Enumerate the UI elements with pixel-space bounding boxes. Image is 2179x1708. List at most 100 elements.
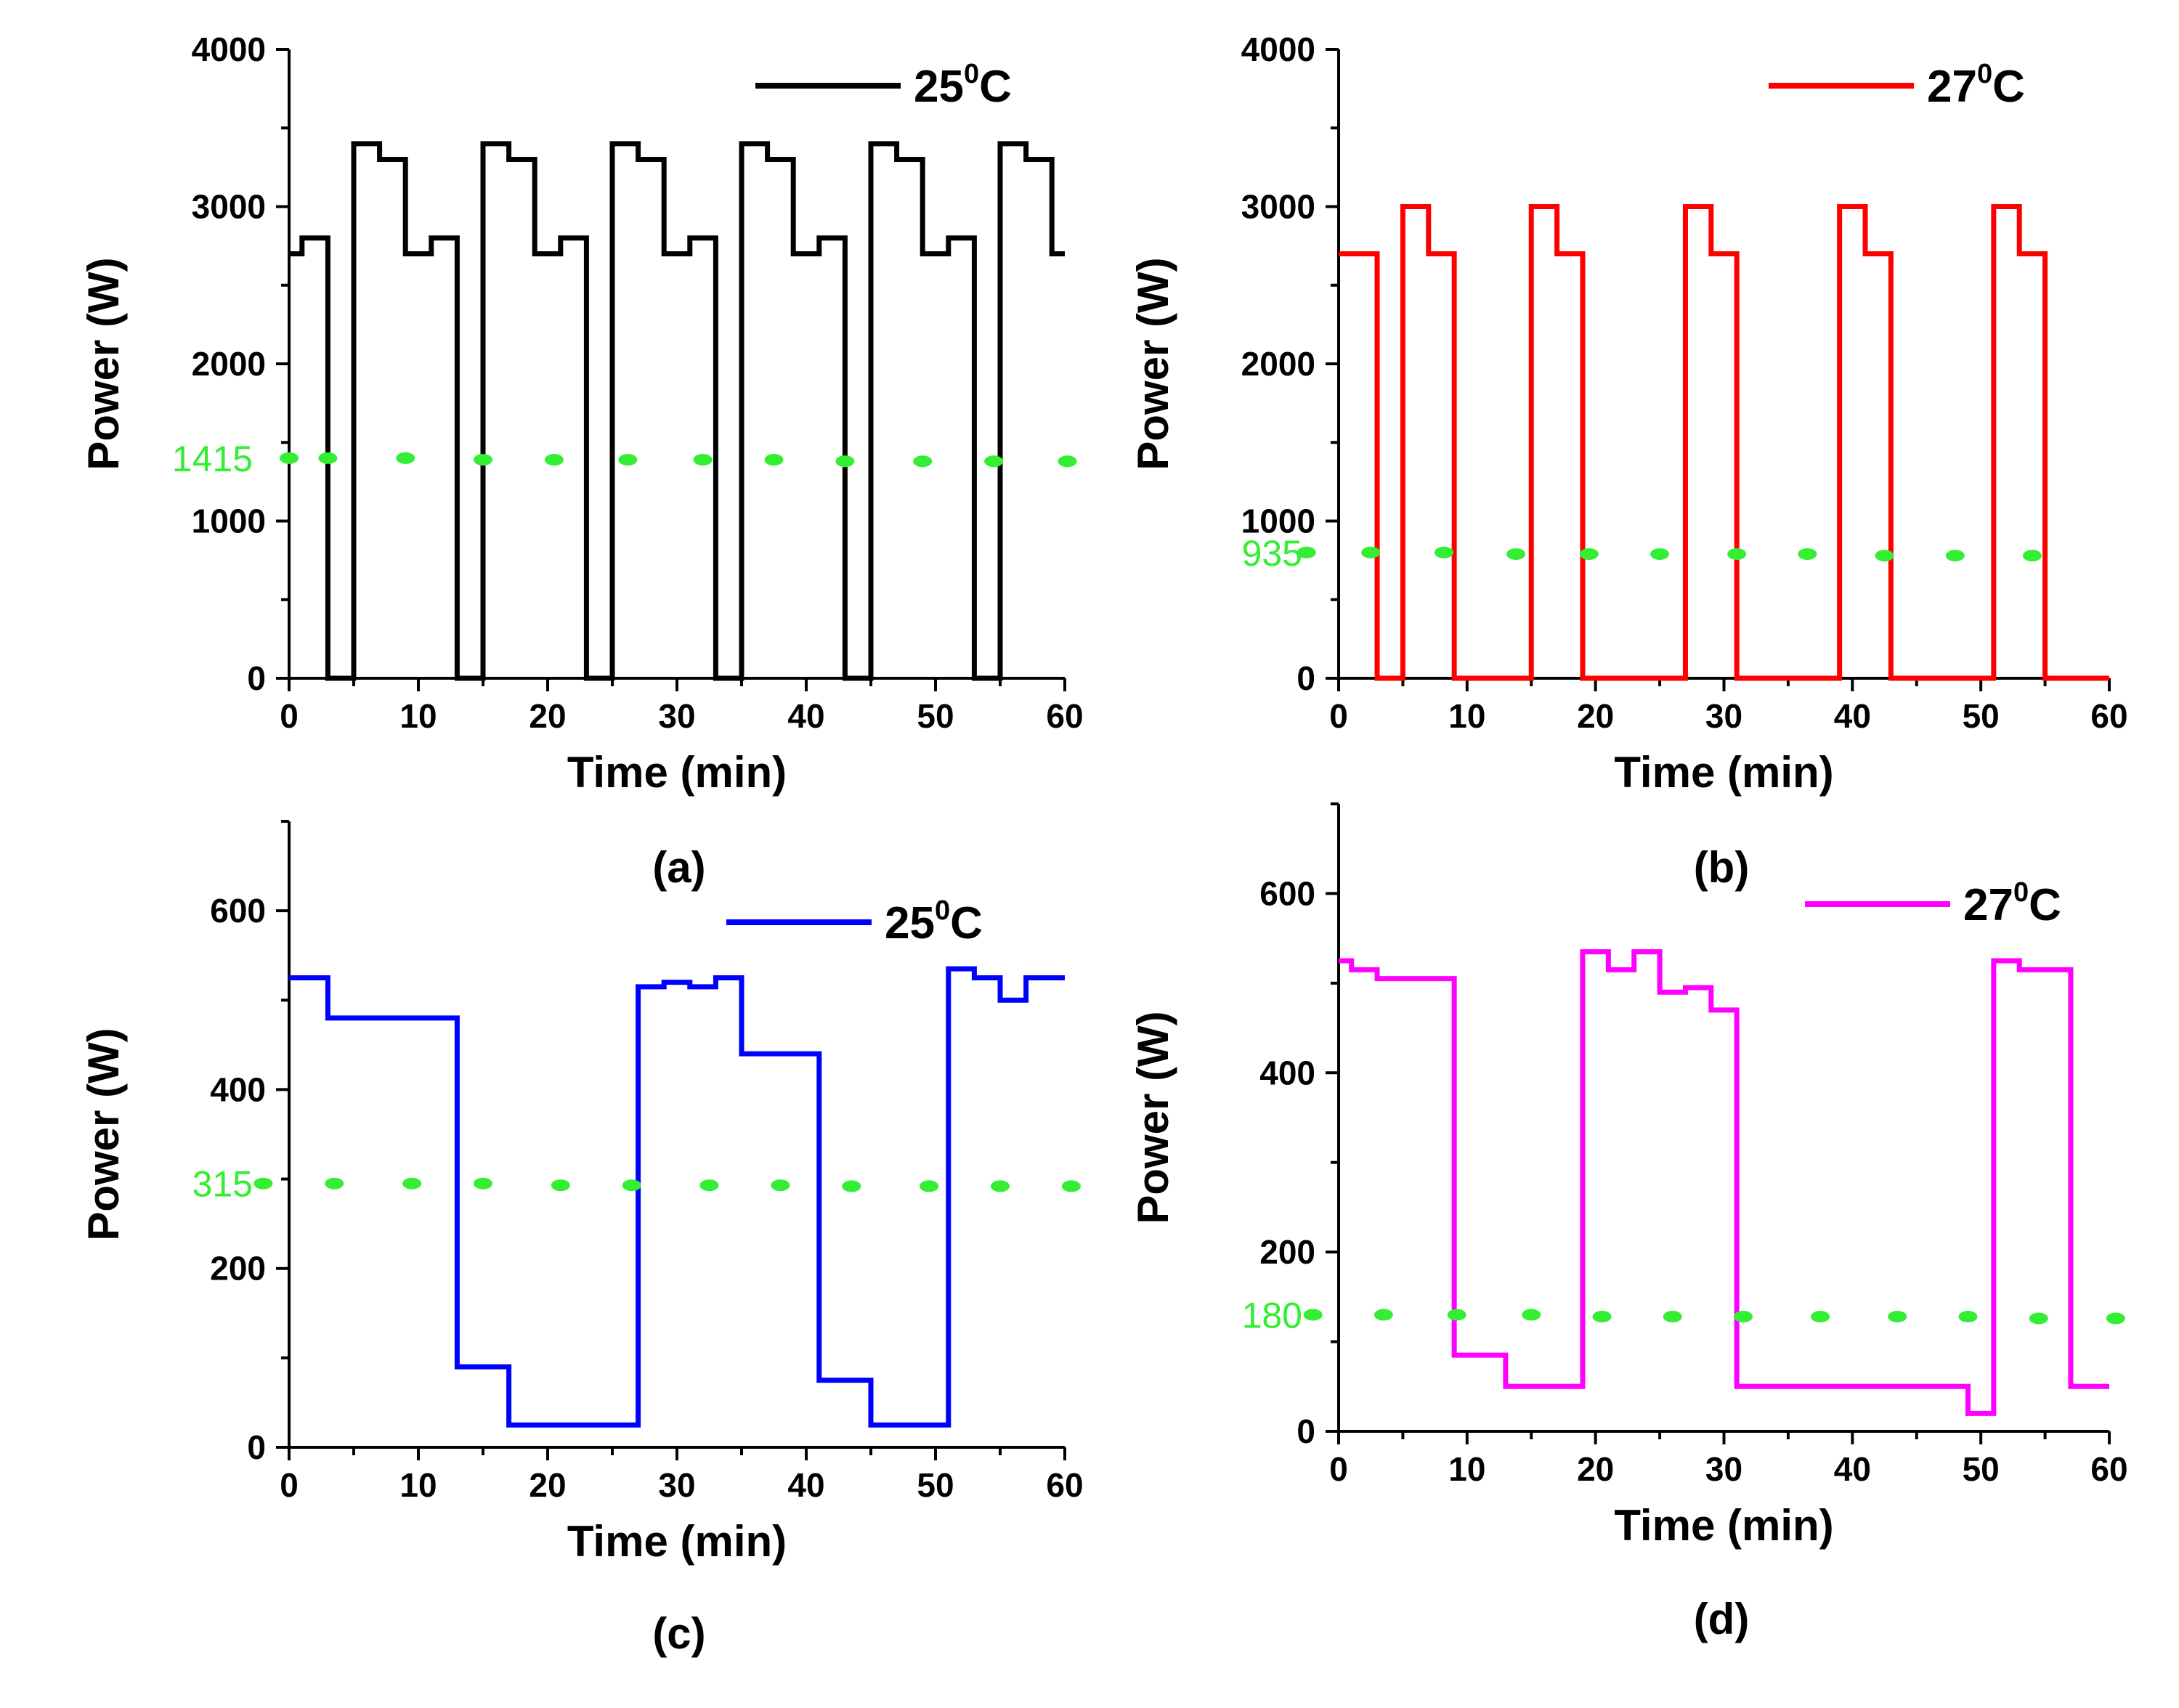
x-tick-label: 0 — [1329, 1450, 1348, 1488]
average-marker — [1373, 1309, 1393, 1321]
average-marker — [2029, 1312, 2048, 1325]
y-tick-label: 4000 — [192, 30, 266, 68]
x-tick-label: 40 — [787, 697, 824, 735]
average-marker — [280, 452, 299, 464]
average-marker — [618, 454, 638, 466]
x-tick-label: 30 — [1705, 1450, 1742, 1488]
average-marker — [991, 1180, 1010, 1192]
average-marker — [544, 454, 564, 466]
average-marker — [1945, 550, 1965, 562]
x-tick-label: 60 — [2090, 697, 2127, 735]
x-tick-label: 60 — [2090, 1450, 2127, 1488]
y-axis-title: Power (W) — [79, 1028, 128, 1240]
y-tick-label: 0 — [1297, 659, 1315, 697]
legend-label: 250C — [885, 895, 983, 948]
x-tick-label: 10 — [1448, 1450, 1485, 1488]
y-axis-title: Power (W) — [1129, 257, 1177, 470]
x-tick-label: 10 — [1448, 697, 1485, 735]
series-line — [289, 141, 1065, 681]
x-tick-label: 10 — [399, 1466, 437, 1504]
legend-label: 250C — [914, 59, 1012, 112]
legend: 250C — [755, 59, 1012, 112]
y-tick-label: 1000 — [1241, 503, 1315, 540]
x-axis-title: Time (min) — [1614, 1501, 1833, 1550]
average-marker — [1435, 546, 1454, 558]
x-axis-title: Time (min) — [567, 1517, 787, 1566]
average-marker — [253, 1177, 273, 1190]
y-tick-label: 400 — [1259, 1054, 1315, 1091]
x-tick-label: 0 — [280, 1466, 299, 1504]
x-tick-label: 40 — [787, 1466, 824, 1504]
average-marker — [1297, 546, 1316, 558]
average-marker — [1734, 1311, 1753, 1323]
average-marker — [1663, 1311, 1682, 1323]
y-tick-label: 200 — [210, 1250, 266, 1288]
average-marker — [699, 1179, 719, 1192]
x-tick-label: 50 — [1963, 1450, 2000, 1488]
average-marker — [474, 1177, 492, 1190]
series-line — [289, 966, 1065, 1428]
average-label: 935 — [1242, 533, 1302, 574]
y-tick-label: 0 — [247, 1428, 266, 1466]
y-tick-label: 600 — [210, 892, 266, 930]
average-marker — [771, 1179, 790, 1192]
y-tick-label: 200 — [1259, 1233, 1315, 1271]
y-tick-label: 4000 — [1241, 30, 1315, 68]
panel-caption: (c) — [652, 1609, 705, 1658]
average-marker — [551, 1179, 570, 1192]
average-marker — [1058, 455, 1077, 468]
average-marker — [1361, 546, 1381, 558]
y-axis-title: Power (W) — [79, 257, 128, 470]
average-marker — [1888, 1311, 1907, 1323]
average-marker — [920, 1180, 939, 1192]
x-tick-label: 40 — [1834, 697, 1871, 735]
average-label: 1415 — [172, 439, 253, 479]
average-label: 180 — [1242, 1296, 1302, 1336]
y-tick-label: 3000 — [1241, 188, 1315, 226]
series-line — [1339, 204, 2109, 681]
series-line — [1339, 949, 2109, 1416]
x-tick-label: 0 — [280, 697, 299, 735]
x-tick-label: 20 — [529, 1466, 566, 1504]
average-marker — [318, 452, 338, 464]
y-tick-label: 2000 — [192, 345, 266, 383]
average-marker — [1061, 1180, 1081, 1192]
average-marker — [1811, 1311, 1830, 1323]
average-marker — [1592, 1311, 1612, 1323]
average-marker — [1522, 1309, 1541, 1321]
x-tick-label: 50 — [1963, 697, 2000, 735]
average-marker — [2022, 550, 2042, 562]
average-marker — [1579, 548, 1599, 560]
legend-label: 270C — [1963, 877, 2061, 930]
x-tick-label: 30 — [1705, 697, 1742, 735]
average-marker — [1303, 1309, 1323, 1321]
average-marker — [984, 455, 1004, 468]
y-tick-label: 0 — [247, 659, 266, 697]
x-tick-label: 40 — [1834, 1450, 1871, 1488]
y-tick-label: 600 — [1259, 874, 1315, 912]
average-marker — [622, 1179, 641, 1192]
average-label: 315 — [192, 1164, 253, 1205]
panel-caption: (a) — [652, 843, 705, 892]
y-tick-label: 0 — [1297, 1412, 1315, 1450]
average-marker — [474, 454, 492, 466]
x-tick-label: 10 — [399, 697, 437, 735]
panel-caption: (b) — [1694, 843, 1750, 892]
legend-label: 270C — [1927, 59, 2025, 112]
panel-b: 0 10 20 30 40 50 60 0 1000 2000 3000 4000 Time (min)… — [1129, 30, 2128, 892]
average-marker — [842, 1180, 861, 1192]
average-marker — [1650, 548, 1670, 560]
average-marker — [1727, 548, 1747, 560]
x-tick-label: 60 — [1046, 697, 1083, 735]
y-tick-label: 2000 — [1241, 345, 1315, 383]
average-marker — [402, 1177, 422, 1190]
y-tick-label: 3000 — [192, 188, 266, 226]
y-tick-label: 1000 — [192, 503, 266, 540]
x-tick-label: 50 — [917, 1466, 954, 1504]
x-tick-label: 60 — [1046, 1466, 1083, 1504]
average-marker — [396, 452, 415, 464]
legend: 270C — [1769, 59, 2025, 112]
x-tick-label: 50 — [917, 697, 954, 735]
